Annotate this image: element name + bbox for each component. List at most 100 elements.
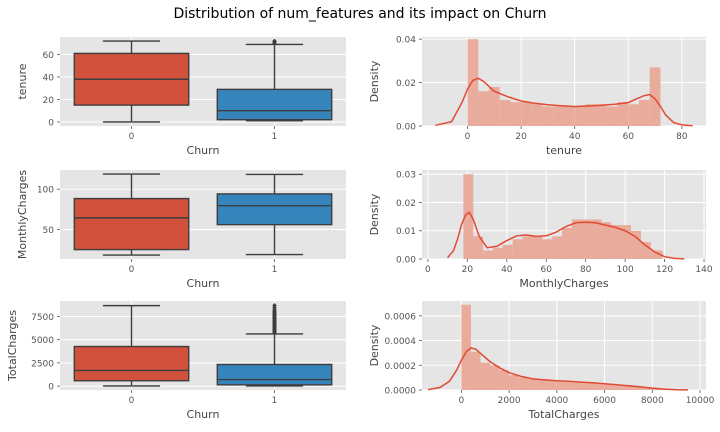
ytick-label: 0.02 <box>396 199 416 209</box>
hist-bar <box>488 86 500 126</box>
hist-bar <box>575 382 586 390</box>
hist-bar <box>463 174 474 259</box>
hist-bar <box>542 106 554 126</box>
ytick-label: 0 <box>48 118 54 128</box>
xtick-label: 10000 <box>686 396 715 406</box>
hist-bar <box>467 39 479 126</box>
box-body-churn-0 <box>73 197 190 251</box>
hist-bar <box>509 375 519 390</box>
hist-bar <box>621 225 632 259</box>
ytick-label: 0.0004 <box>385 337 417 347</box>
ytick-label: 100 <box>37 186 54 196</box>
ytick-label: 0.03 <box>396 171 416 181</box>
hist-bar <box>633 386 643 390</box>
kde-line <box>447 211 685 260</box>
hist-bar <box>591 219 602 259</box>
xtick-label: 0 <box>129 265 135 275</box>
xtick-label: 0 <box>459 396 465 406</box>
panel-6: 0.0000 0.0002 0.0004 0.0006 0 2000 4000 6000 800… <box>368 301 715 421</box>
hist-bar <box>628 104 640 126</box>
box-outlier <box>272 38 277 44</box>
xtick-label: 2000 <box>498 396 521 406</box>
y-axis-label: MonthlyCharges <box>16 170 29 260</box>
hist-bar <box>553 106 564 126</box>
hist-bar <box>480 362 491 390</box>
hist-bar <box>631 230 641 259</box>
xtick-label: 60 <box>623 132 635 142</box>
hist-bar <box>473 236 484 259</box>
panel-5: 0 2500 5000 7500 0 1 Churn TotalCharges <box>6 301 346 421</box>
box-outlier <box>272 302 277 308</box>
box-body-churn-1 <box>216 88 333 121</box>
ytick-label: 0.04 <box>396 36 416 46</box>
xtick-label: 0 <box>129 132 135 142</box>
xtick-label: 0 <box>465 132 471 142</box>
hist-bar <box>566 381 576 390</box>
hist-bar <box>531 104 543 126</box>
hist-bar <box>595 383 605 390</box>
panel-2: 0.00 0.02 0.04 0 20 40 60 80 tenure Density <box>368 36 706 157</box>
ytick-label: 0.02 <box>396 79 416 89</box>
ytick-label: 40 <box>43 74 55 84</box>
xtick-label: 80 <box>580 265 592 275</box>
x-axis-label: Churn <box>187 277 220 290</box>
hist-bar <box>604 383 615 390</box>
hist-bar <box>571 219 582 259</box>
hist-bar <box>556 381 567 390</box>
xtick-label: 20 <box>462 265 474 275</box>
hist-bar <box>606 106 618 126</box>
x-axis-label: TotalCharges <box>528 408 600 421</box>
box-body-churn-1 <box>216 193 333 226</box>
kde-line <box>435 77 693 127</box>
xtick-label: 20 <box>515 132 527 142</box>
hist-bar <box>617 102 629 126</box>
x-axis-label: Churn <box>187 408 220 421</box>
x-axis-label: MonthlyCharges <box>519 277 609 290</box>
hist-bar <box>547 380 557 390</box>
hist-bar <box>518 377 529 390</box>
hist-bar <box>490 365 500 390</box>
xtick-label: 4000 <box>545 396 568 406</box>
figure-suptitle: Distribution of num_features and its imp… <box>173 6 547 22</box>
hist-bar <box>649 67 661 126</box>
xtick-label: 1 <box>272 132 278 142</box>
ytick-label: 5000 <box>31 336 54 346</box>
panel-1: 0 20 40 60 0 1 Churn tenure <box>16 37 346 157</box>
ytick-label: 20 <box>43 96 55 106</box>
hist-bar <box>581 219 592 259</box>
hist-bar <box>650 250 663 259</box>
xtick-label: 40 <box>569 132 581 142</box>
panel-3: 50 100 0 1 Churn MonthlyCharges <box>16 170 346 290</box>
xtick-label: 80 <box>676 132 688 142</box>
hist-bar <box>522 236 533 259</box>
ytick-label: 50 <box>43 226 55 236</box>
xtick-label: 120 <box>656 265 673 275</box>
hist-bar <box>611 225 622 259</box>
hist-bar <box>640 242 651 259</box>
xtick-label: 0 <box>129 396 135 406</box>
hist-bar <box>461 304 471 390</box>
xtick-label: 1 <box>272 396 278 406</box>
hist-bar <box>552 236 563 259</box>
y-axis-label: tenure <box>16 63 29 99</box>
y-axis-label: TotalCharges <box>6 310 19 382</box>
kde-line <box>427 347 689 391</box>
ytick-label: 60 <box>43 51 55 61</box>
hist-bar <box>528 378 538 390</box>
xtick-label: 8000 <box>641 396 664 406</box>
hist-bar <box>512 239 523 259</box>
ytick-label: 0.0002 <box>385 362 417 372</box>
ytick-label: 0.0000 <box>385 387 417 397</box>
xtick-label: 60 <box>541 265 553 275</box>
hist-bar <box>499 370 510 390</box>
ytick-label: 0.01 <box>396 227 416 237</box>
hist-bar <box>542 239 553 259</box>
hist-bar <box>564 106 575 126</box>
hist-bar <box>532 236 543 259</box>
hist-bar <box>585 104 597 126</box>
hist-bar <box>537 380 548 390</box>
hist-bar <box>502 244 513 259</box>
hist-bar <box>493 247 503 259</box>
box-body-churn-0 <box>73 345 190 382</box>
